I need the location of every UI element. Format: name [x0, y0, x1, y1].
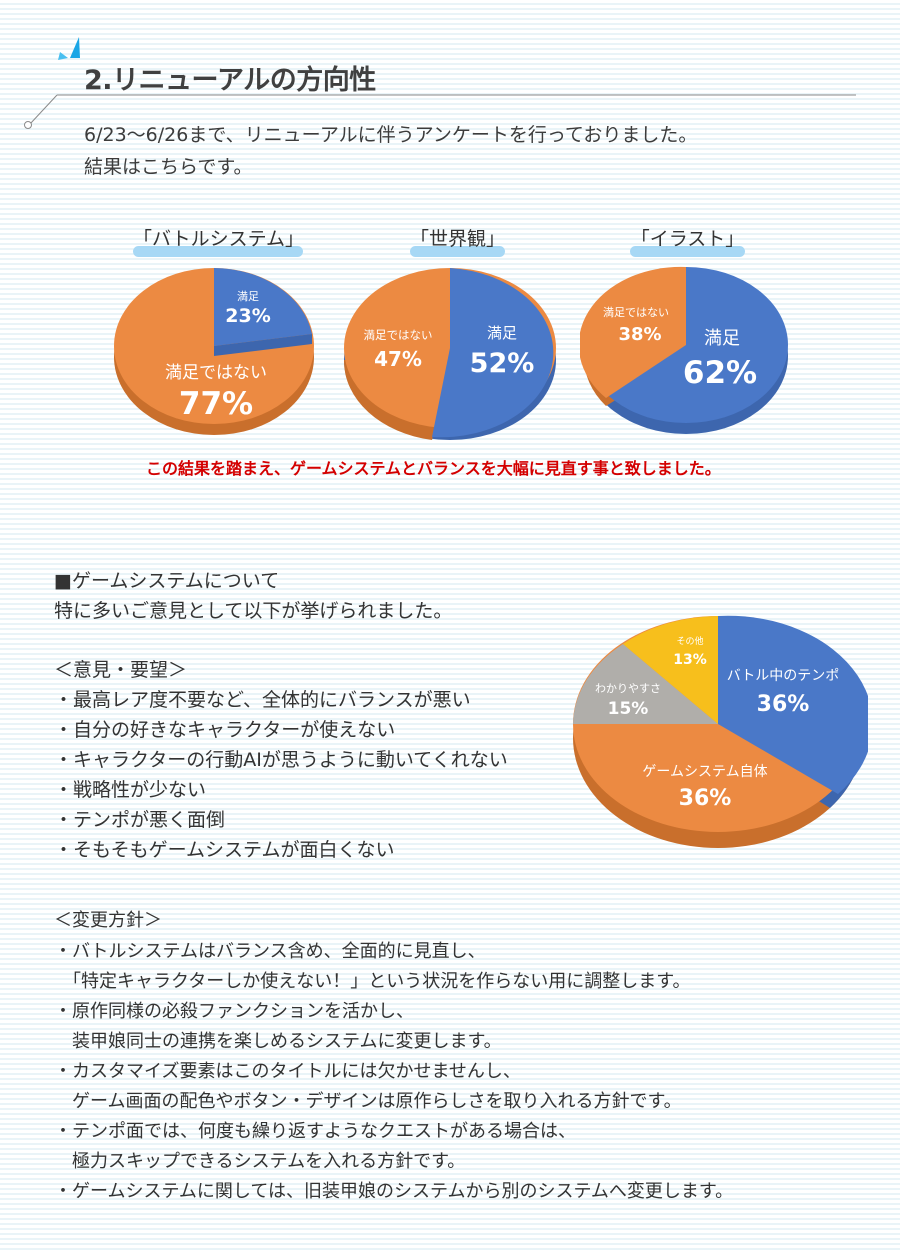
pie-opinions-label-clarity: わかりやすさ [595, 682, 661, 695]
intro-line-2: 結果はこちらです。 [84, 156, 253, 178]
connector-dot-icon [24, 121, 32, 129]
pie-battle-value-not: 77% [179, 386, 253, 422]
game-system-lead: 特に多いご意見として以下が挙げられました。 [54, 600, 453, 622]
pie-chart-illust: 満足ではない 38% 満足 62% [580, 266, 788, 434]
survey-result-note: この結果を踏まえ、ゲームシステムとバランスを大幅に見直す事と致しました。 [146, 459, 721, 478]
page-title: 2.リニューアルの方向性 [84, 65, 376, 96]
opinion-item: ・戦略性が少ない [54, 779, 207, 801]
pie-battle-value-satisfied: 23% [225, 305, 270, 327]
policy-line: ・テンポ面では、何度も繰り返すようなクエストがある場合は、 [54, 1121, 576, 1142]
accent-triangle-icon [70, 37, 80, 58]
policy-line: ・ゲームシステムに関しては、旧装甲娘のシステムから別のシステムへ変更します。 [54, 1181, 734, 1202]
pie-battle-label-not: 満足ではない [165, 363, 267, 383]
pie-opinions-label-other: その他 [676, 635, 703, 647]
opinion-item: ・最高レア度不要など、全体的にバランスが悪い [54, 689, 471, 711]
pie-world-label-not: 満足ではない [364, 328, 433, 342]
pie-world-label-satisfied: 満足 [487, 324, 517, 342]
opinions-heading: ＜意見・要望＞ [54, 659, 188, 681]
opinion-item: ・キャラクターの行動AIが思うように動いてくれない [54, 749, 508, 771]
pie-opinions-label-tempo: バトル中のテンポ [727, 668, 839, 684]
intro-line-1: 6/23〜6/26まで、リニューアルに伴うアンケートを行っておりました。 [84, 124, 698, 146]
policy-line: ・原作同様の必殺ファンクションを活かし、 [54, 1001, 414, 1022]
pie-illust-value-satisfied: 62% [683, 355, 757, 391]
opinion-item: ・自分の好きなキャラクターが使えない [54, 719, 396, 741]
pie-illust-label-satisfied: 満足 [704, 328, 740, 349]
policy-line: ・カスタマイズ要素はこのタイトルには欠かせませんし、 [54, 1061, 521, 1082]
policy-heading: ＜変更方針＞ [54, 910, 162, 931]
pie-illust-label-not: 満足ではない [603, 306, 669, 319]
pie-opinions-value-tempo: 36% [757, 692, 810, 717]
game-system-heading: ■ゲームシステムについて [54, 570, 280, 592]
pie-title-world: 「世界観」 [410, 224, 505, 257]
pie-title-illust: 「イラスト」 [630, 224, 745, 257]
pie-world-value-satisfied: 52% [470, 348, 535, 379]
pie-opinions-value-system: 36% [679, 786, 732, 811]
pie-illust-value-not: 38% [618, 324, 661, 345]
policy-line: 極力スキップできるシステムを入れる方針です。 [54, 1151, 466, 1172]
policy-line: 装甲娘同士の連携を楽しめるシステムに変更します。 [54, 1031, 502, 1052]
opinion-item: ・テンポが悪く面倒 [54, 809, 226, 831]
pie-title-battle: 「バトルシステム」 [133, 224, 304, 257]
pie-opinions-value-clarity: 15% [608, 699, 649, 719]
pie-chart-battle: 満足 23% 満足ではない 77% [114, 268, 314, 435]
policy-line: ・バトルシステムはバランス含め、全面的に見直し、 [54, 941, 486, 962]
pie-chart-world: 満足ではない 47% 満足 52% [343, 268, 556, 440]
header-decoration [24, 37, 856, 129]
policy-line: 「特定キャラクターしか使えない！」という状況を作らない用に調整します。 [54, 971, 691, 992]
policy-line: ゲーム画面の配色やボタン・デザインは原作らしさを取り入れる方針です。 [54, 1091, 682, 1112]
pie-opinions-label-system: ゲームシステム自体 [642, 764, 767, 780]
opinion-item: ・そもそもゲームシステムが面白くない [54, 839, 395, 861]
pie-opinions-value-other: 13% [673, 652, 707, 668]
pie-chart-opinions: その他 13% わかりやすさ 15% バトル中のテンポ 36% ゲームシステム自… [573, 615, 868, 848]
pie-world-value-not: 47% [374, 347, 422, 371]
pie-battle-label-satisfied: 満足 [237, 290, 259, 303]
